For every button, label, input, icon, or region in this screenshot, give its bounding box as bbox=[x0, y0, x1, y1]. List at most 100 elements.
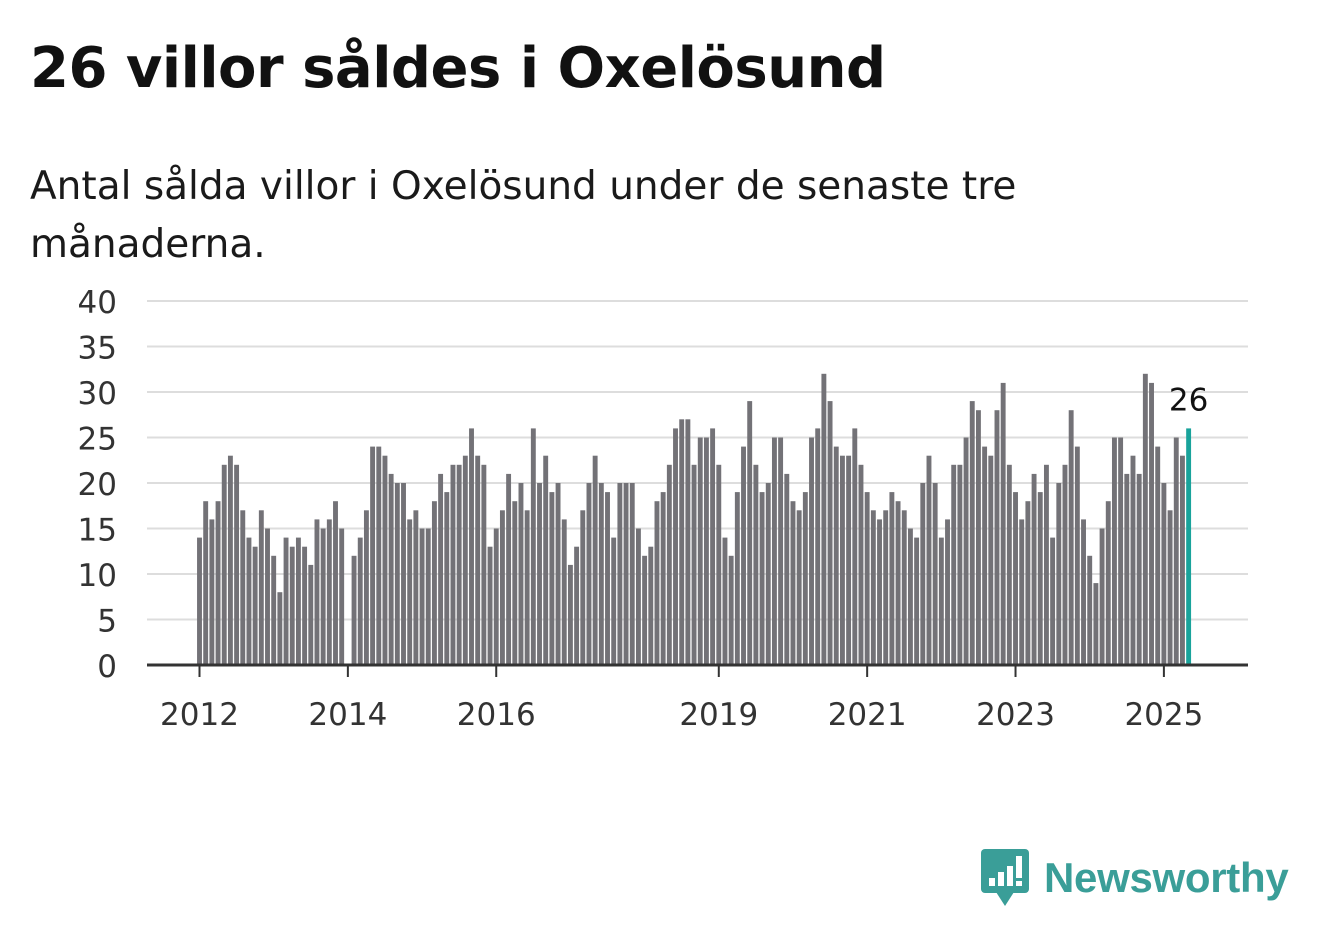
bar bbox=[710, 428, 716, 665]
bar bbox=[963, 437, 969, 665]
bar bbox=[394, 483, 400, 665]
x-tick-label: 2019 bbox=[679, 697, 758, 733]
bar bbox=[252, 546, 258, 665]
bar bbox=[907, 528, 913, 665]
bar bbox=[654, 501, 660, 665]
bar bbox=[302, 546, 308, 665]
bar bbox=[1093, 583, 1099, 665]
bar bbox=[333, 501, 338, 665]
bar bbox=[1062, 464, 1068, 665]
bar bbox=[258, 510, 264, 665]
bar bbox=[1081, 519, 1086, 665]
bar bbox=[827, 401, 833, 665]
bar bbox=[357, 537, 363, 665]
bar bbox=[376, 446, 382, 665]
bar bbox=[413, 510, 419, 665]
bar bbox=[1149, 382, 1154, 665]
bar bbox=[920, 483, 926, 665]
bar bbox=[1130, 455, 1136, 665]
highlight-value-label: 26 bbox=[1169, 382, 1208, 418]
bar bbox=[679, 419, 685, 665]
bar bbox=[969, 401, 975, 665]
bar bbox=[1056, 483, 1062, 665]
y-tick-label: 0 bbox=[97, 649, 117, 685]
bar bbox=[1068, 410, 1074, 665]
bar bbox=[512, 501, 518, 665]
bar bbox=[864, 492, 870, 665]
bar bbox=[234, 464, 240, 665]
bar bbox=[215, 501, 221, 665]
bar bbox=[703, 437, 709, 665]
x-tick-label: 2016 bbox=[457, 697, 536, 733]
bar bbox=[617, 483, 623, 665]
bar bbox=[1006, 464, 1012, 665]
bar bbox=[877, 519, 882, 665]
chart-title: 26 villor såldes i Oxelösund bbox=[30, 36, 886, 101]
bar bbox=[753, 464, 759, 665]
bar bbox=[221, 464, 227, 665]
bar bbox=[561, 519, 567, 665]
bar bbox=[938, 537, 944, 665]
bar bbox=[747, 401, 753, 665]
bar bbox=[1087, 555, 1093, 665]
bar bbox=[889, 492, 895, 665]
bar bbox=[419, 528, 425, 665]
bar bbox=[203, 501, 209, 665]
bar bbox=[438, 473, 444, 665]
bar bbox=[431, 501, 437, 665]
bars bbox=[197, 373, 1192, 665]
bar bbox=[852, 428, 858, 665]
bar bbox=[722, 537, 728, 665]
bar bbox=[499, 510, 505, 665]
x-tick-label: 2025 bbox=[1124, 697, 1203, 733]
bar bbox=[537, 483, 542, 665]
y-tick-label: 10 bbox=[78, 558, 117, 594]
bar bbox=[728, 555, 734, 665]
bar bbox=[295, 537, 301, 665]
newsworthy-logo: Newsworthy bbox=[980, 848, 1289, 908]
bar-highlight bbox=[1186, 428, 1192, 665]
bar bbox=[382, 455, 388, 665]
bar bbox=[487, 546, 493, 665]
bar bbox=[1031, 473, 1037, 665]
bar bbox=[666, 464, 672, 665]
bar bbox=[796, 510, 802, 665]
bar bbox=[975, 410, 981, 665]
bar bbox=[209, 519, 215, 665]
bar bbox=[388, 473, 394, 665]
bar bbox=[598, 483, 604, 665]
y-tick-label: 5 bbox=[97, 604, 117, 640]
bar bbox=[741, 446, 746, 665]
bar bbox=[673, 428, 678, 665]
bar bbox=[450, 464, 456, 665]
bar bbox=[283, 537, 289, 665]
bar bbox=[846, 455, 852, 665]
bar bbox=[351, 555, 357, 665]
bar bbox=[790, 501, 796, 665]
bar bbox=[802, 492, 808, 665]
bar bbox=[1043, 464, 1049, 665]
bar bbox=[1142, 373, 1148, 665]
bar bbox=[592, 455, 598, 665]
bar bbox=[932, 483, 938, 665]
bar bbox=[914, 537, 920, 665]
bar bbox=[1074, 446, 1080, 665]
newsworthy-logo-icon bbox=[981, 849, 1029, 906]
bar bbox=[988, 455, 994, 665]
bar bbox=[289, 546, 295, 665]
bar bbox=[586, 483, 592, 665]
bar bbox=[567, 564, 573, 665]
bar bbox=[605, 492, 610, 665]
bar bbox=[1124, 473, 1130, 665]
bar bbox=[642, 555, 648, 665]
y-tick-label: 35 bbox=[78, 331, 117, 367]
bar bbox=[765, 483, 771, 665]
bar bbox=[623, 483, 629, 665]
bar bbox=[778, 437, 784, 665]
bar bbox=[883, 510, 889, 665]
bar bbox=[444, 492, 450, 665]
bar bbox=[555, 483, 561, 665]
bar bbox=[1167, 510, 1173, 665]
bar bbox=[784, 473, 790, 665]
bar bbox=[518, 483, 524, 665]
